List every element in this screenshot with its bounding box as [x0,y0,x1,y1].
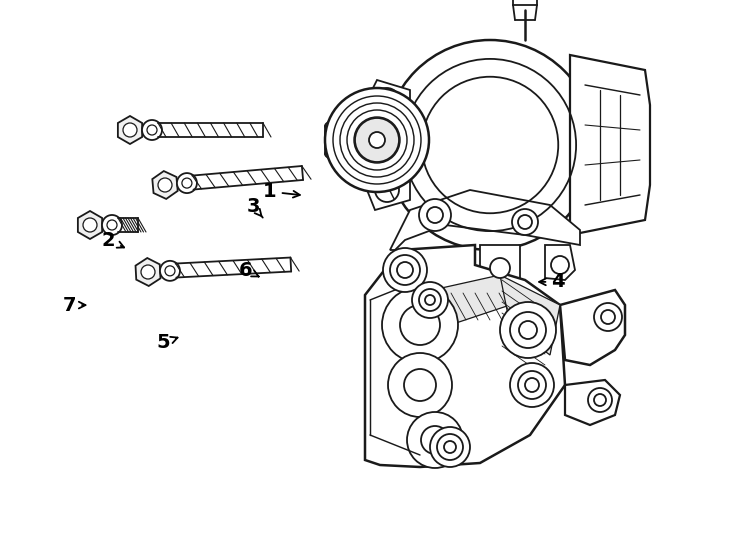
Circle shape [400,305,440,345]
Circle shape [419,289,441,311]
Text: 4: 4 [539,272,564,292]
Circle shape [390,255,420,285]
Text: 6: 6 [239,260,258,280]
Circle shape [142,120,162,140]
Polygon shape [545,245,575,280]
Circle shape [588,388,612,412]
Circle shape [594,394,606,406]
Polygon shape [480,245,520,285]
Ellipse shape [335,151,355,158]
Circle shape [375,88,399,112]
Circle shape [421,426,449,454]
Circle shape [177,173,197,193]
Text: 7: 7 [63,295,85,315]
Polygon shape [367,167,410,210]
Circle shape [83,218,97,232]
Polygon shape [570,55,650,235]
Polygon shape [78,211,102,239]
Text: 5: 5 [157,333,178,353]
Ellipse shape [325,147,365,161]
Polygon shape [367,80,410,123]
Circle shape [160,261,180,281]
Polygon shape [136,258,161,286]
Circle shape [375,178,399,202]
Circle shape [147,125,157,135]
Circle shape [518,215,532,229]
Circle shape [444,441,456,453]
Polygon shape [390,190,580,250]
Polygon shape [153,171,178,199]
Circle shape [383,248,427,292]
Circle shape [601,310,615,324]
Circle shape [425,295,435,305]
Circle shape [510,363,554,407]
Circle shape [165,266,175,276]
Circle shape [325,88,429,192]
Circle shape [355,118,399,162]
Text: 1: 1 [264,182,300,201]
Circle shape [107,220,117,230]
Circle shape [158,178,172,192]
Circle shape [519,321,537,339]
Text: 2: 2 [102,231,124,250]
Circle shape [102,215,122,235]
Circle shape [404,369,436,401]
Circle shape [525,378,539,392]
Circle shape [369,132,385,148]
Polygon shape [500,275,560,355]
Circle shape [512,209,538,235]
Circle shape [141,265,155,279]
Circle shape [412,282,448,318]
Circle shape [123,123,137,137]
Polygon shape [565,380,620,425]
Circle shape [397,262,413,278]
Circle shape [385,40,595,250]
Polygon shape [560,290,625,365]
Circle shape [430,427,470,467]
Polygon shape [365,245,565,467]
Circle shape [518,371,546,399]
Circle shape [182,178,192,188]
Circle shape [500,302,556,358]
Circle shape [437,434,463,460]
Circle shape [510,312,546,348]
Circle shape [594,303,622,331]
Circle shape [490,258,510,278]
Circle shape [419,199,451,231]
Circle shape [551,256,569,274]
Circle shape [388,353,452,417]
Polygon shape [410,275,510,325]
Circle shape [427,207,443,223]
Text: 3: 3 [247,197,263,218]
Ellipse shape [325,119,365,133]
Circle shape [382,287,458,363]
Polygon shape [118,116,142,144]
Circle shape [407,412,463,468]
